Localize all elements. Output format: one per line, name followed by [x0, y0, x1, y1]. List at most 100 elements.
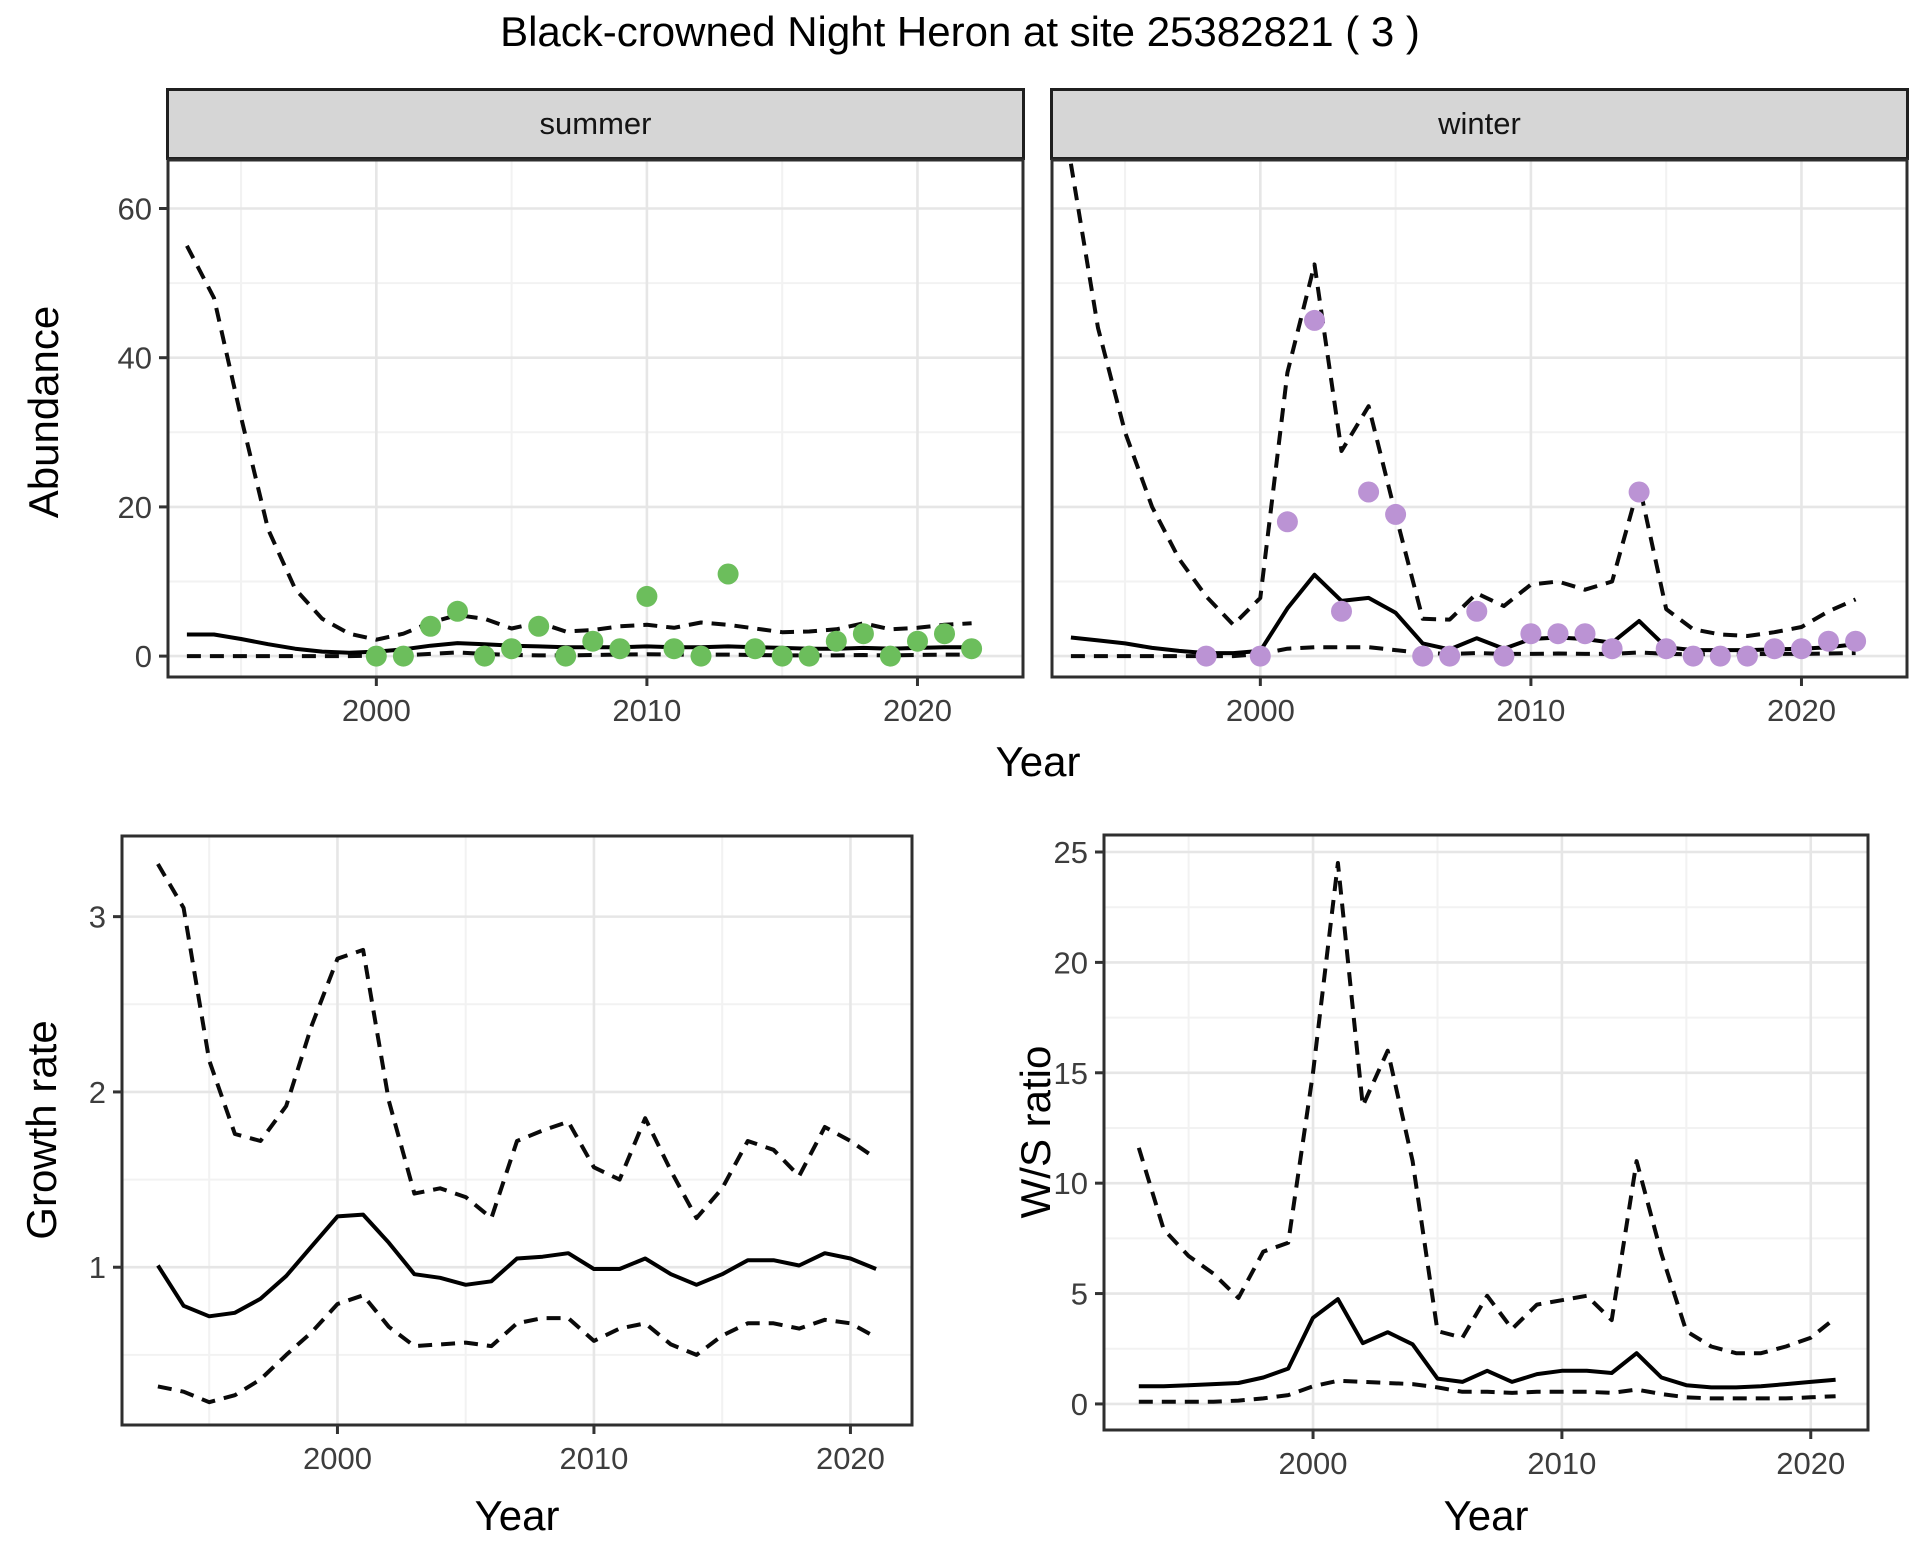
data-point: [1763, 638, 1785, 660]
panel-background: [122, 836, 912, 1425]
data-point: [1195, 645, 1217, 667]
data-point: [1466, 600, 1488, 622]
data-point: [392, 645, 414, 667]
data-point: [609, 638, 631, 660]
ci-lower-line: [186, 650, 972, 659]
x-tick-label: 2020: [816, 1441, 885, 1476]
panel-border: [1102, 833, 1870, 1432]
x-tick-label: 2000: [1226, 693, 1295, 728]
x-tick-label: 2000: [303, 1441, 372, 1476]
data-point: [825, 630, 847, 652]
ci-upper-line: [1068, 163, 1857, 638]
data-point: [1601, 638, 1623, 660]
data-point: [1412, 645, 1434, 667]
data-point: [879, 645, 901, 667]
x-tick-label: 2020: [883, 693, 952, 728]
panel-border: [1050, 158, 1909, 679]
ci-upper-line: [156, 862, 878, 1221]
data-point: [717, 563, 739, 585]
x-axis-title-growth: Year: [474, 1492, 560, 1539]
panel-winter-abundance: 2000 2010 2020: [1050, 158, 1909, 728]
panel-border: [166, 158, 1025, 679]
panel-summer-abundance: 2000 2010 2020 0 20 40 60: [118, 158, 1025, 728]
data-point: [474, 645, 496, 667]
x-tick-label: 2000: [1279, 1446, 1348, 1481]
data-point: [1655, 638, 1677, 660]
data-point: [1628, 481, 1650, 503]
data-point: [934, 623, 955, 645]
y-tick-label: 5: [1071, 1277, 1088, 1312]
page-title: Black-crowned Night Heron at site 253828…: [500, 8, 1420, 55]
x-axis-title-ws: Year: [1443, 1492, 1529, 1539]
panel-background: [168, 160, 1023, 677]
data-point: [528, 615, 550, 637]
y-axis-title-ws-ratio: W/S ratio: [1012, 1045, 1059, 1219]
panel-background: [1052, 160, 1907, 677]
data-point: [1845, 630, 1867, 652]
y-tick-label: 3: [89, 900, 106, 935]
data-point: [1682, 645, 1704, 667]
data-point: [1791, 638, 1812, 660]
x-tick-label: 2000: [342, 693, 411, 728]
data-point: [1520, 623, 1542, 645]
x-tick-label: 2010: [559, 1441, 628, 1476]
data-point: [907, 630, 928, 652]
y-tick-label: 20: [1054, 945, 1088, 980]
data-point: [744, 638, 766, 660]
ci-upper-line: [185, 244, 972, 642]
data-point: [1709, 645, 1731, 667]
data-point: [555, 645, 577, 667]
data-point: [447, 600, 468, 622]
data-point: [852, 623, 874, 645]
data-point: [690, 645, 712, 667]
data-point: [1385, 503, 1407, 525]
y-axis-title-abundance: Abundance: [20, 305, 67, 519]
panel-background: [1104, 835, 1868, 1430]
data-point: [1331, 600, 1352, 622]
data-point: [636, 585, 658, 607]
data-point: [1818, 630, 1839, 652]
y-tick-label: 1: [89, 1250, 106, 1285]
x-tick-label: 2020: [1767, 693, 1836, 728]
facet-strip-winter: winter: [1050, 88, 1909, 160]
y-axis-title-growth-rate: Growth rate: [18, 1020, 65, 1240]
y-tick-label: 10: [1054, 1166, 1088, 1201]
data-point: [1249, 645, 1271, 667]
y-tick-label: 0: [135, 639, 152, 674]
x-tick-label: 2010: [1496, 693, 1565, 728]
data-point: [1574, 623, 1596, 645]
panel-ws-ratio: 2000 2010 2020 0 5 10 15 20 25: [1054, 833, 1870, 1481]
data-point: [582, 630, 604, 652]
data-point: [961, 638, 983, 660]
y-tick-label: 15: [1054, 1056, 1088, 1091]
data-point: [1493, 645, 1515, 667]
x-tick-label: 2020: [1776, 1446, 1845, 1481]
y-tick-label: 60: [118, 191, 152, 226]
y-tick-label: 0: [1071, 1387, 1088, 1422]
facet-strip-winter-label: winter: [1438, 106, 1521, 141]
fit-line: [1138, 1297, 1836, 1390]
data-point: [420, 615, 441, 637]
facet-strip-summer-label: summer: [539, 106, 652, 141]
facet-strip-summer: summer: [166, 88, 1025, 160]
data-point: [1358, 481, 1380, 503]
y-tick-label: 2: [89, 1075, 106, 1110]
ci-upper-line: [1136, 861, 1837, 1356]
data-point: [798, 645, 820, 667]
panel-border: [120, 834, 914, 1427]
data-point: [1736, 645, 1758, 667]
data-point: [501, 638, 523, 660]
ci-lower-line: [1138, 1378, 1836, 1404]
y-tick-label: 40: [118, 341, 152, 376]
x-tick-label: 2010: [1527, 1446, 1596, 1481]
y-tick-label: 25: [1054, 835, 1088, 870]
data-point: [1276, 511, 1298, 533]
y-tick-label: 20: [118, 490, 152, 525]
data-point: [663, 638, 685, 660]
panel-growth-rate: 2000 2010 2020 1 2 3: [89, 834, 914, 1476]
data-point: [365, 645, 387, 667]
fit-line: [156, 1212, 877, 1319]
data-point: [1304, 309, 1325, 331]
data-point: [1439, 645, 1461, 667]
